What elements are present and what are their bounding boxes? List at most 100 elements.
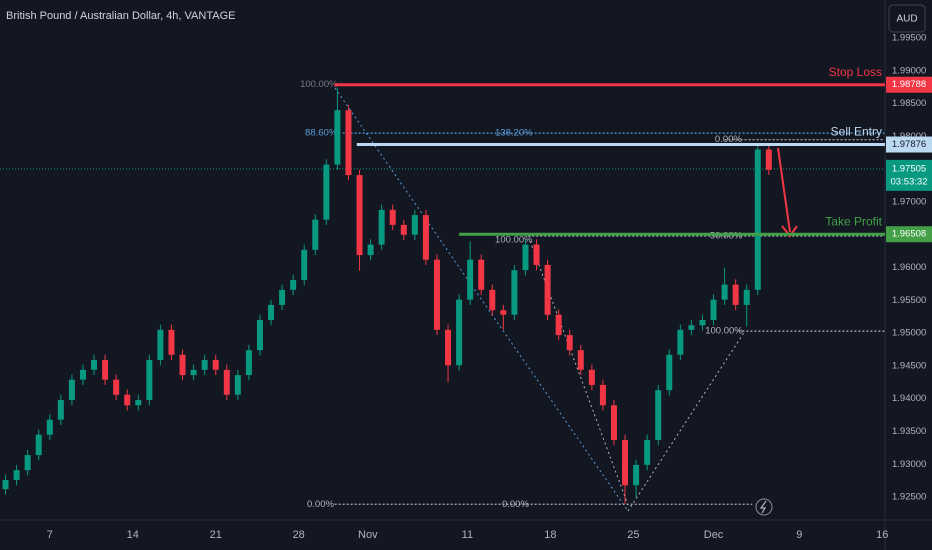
candle-body: [168, 329, 175, 355]
candle-body: [35, 434, 42, 456]
event-icon[interactable]: [755, 498, 773, 516]
candle-body: [633, 464, 640, 486]
candle-body: [478, 259, 485, 290]
candle-body: [57, 400, 64, 420]
candle-body: [721, 284, 728, 300]
fib-diagonal: [627, 330, 746, 512]
y-tick-label: 1.94000: [892, 393, 926, 404]
x-tick-label: 9: [796, 529, 802, 541]
y-tick-label: 1.97000: [892, 196, 926, 207]
candle-body: [135, 400, 142, 406]
fib-label: 0.00%: [307, 499, 334, 510]
candle-body: [13, 470, 20, 480]
candle-body: [610, 405, 617, 440]
candle-body: [256, 320, 263, 351]
candle-body: [655, 390, 662, 440]
y-tick-label: 1.94500: [892, 360, 926, 371]
x-tick-label: Dec: [704, 529, 724, 541]
arrow: [777, 147, 791, 233]
fib-label: 138.20%: [495, 128, 533, 139]
candle-body: [201, 360, 208, 370]
candle-body: [279, 289, 286, 305]
y-tick-label: 1.93500: [892, 426, 926, 437]
candle-body: [301, 249, 308, 280]
fib-label: 0.00%: [715, 134, 742, 145]
currency-button[interactable]: [888, 4, 926, 33]
candle-body: [323, 164, 330, 220]
candle-body: [190, 369, 197, 376]
candle-body: [445, 329, 452, 366]
candle-body: [102, 360, 109, 380]
candle-body: [533, 244, 540, 265]
y-tick-label: 1.99500: [892, 33, 926, 44]
arrow-head: [781, 225, 798, 238]
y-tick-label: 1.95000: [892, 328, 926, 339]
candle-body: [91, 360, 98, 370]
candle-body: [666, 354, 673, 391]
countdown: 03:53:32: [891, 176, 928, 187]
y-tick-label: 1.98000: [892, 131, 926, 142]
candle-body: [644, 440, 651, 465]
level-name: Take Profit: [825, 214, 882, 228]
candle-body: [599, 384, 606, 406]
event-icon-bolt: [759, 500, 767, 514]
plot: 100.00% 88.60% 138.20% 0.00% 100.00% 50.00% 10…: [0, 79, 885, 510]
price-tag: [886, 76, 932, 93]
x-tick-label: 21: [210, 529, 222, 541]
candle-body: [544, 264, 551, 315]
price-tag-label: 1.97876: [892, 139, 926, 150]
y-tick-label: 1.93000: [892, 459, 926, 470]
fib-label: 50.00%: [710, 231, 743, 242]
candle-body: [677, 329, 684, 355]
candle-body: [334, 110, 341, 165]
candle-body: [433, 259, 440, 330]
candle-body: [212, 360, 219, 370]
y-tick-label: 1.98500: [892, 98, 926, 109]
candle-body: [688, 325, 695, 330]
candle-body: [245, 350, 252, 376]
candle-body: [622, 440, 629, 486]
candle-body: [234, 375, 241, 395]
candle-body: [467, 259, 474, 300]
candle-body: [223, 369, 230, 395]
candle-body: [367, 244, 374, 256]
y-tick-label: 1.95500: [892, 295, 926, 306]
candle-body: [146, 360, 153, 400]
current-price-label: 1.97505: [892, 163, 926, 174]
candle-body: [2, 480, 9, 490]
candle-body: [588, 369, 595, 385]
price-tag: [886, 136, 932, 153]
x-tick-label: 18: [544, 529, 556, 541]
y-tick-label: 1.92500: [892, 492, 926, 503]
y-tick-label: 1.99000: [892, 65, 926, 76]
fib-label: 88.60%: [305, 128, 338, 139]
candle-body: [765, 149, 772, 170]
fib-label: 0.00%: [502, 499, 529, 510]
candle-body: [46, 419, 53, 435]
current-price-tag: [886, 159, 932, 191]
candle-body: [577, 350, 584, 370]
price-tag: [886, 226, 932, 243]
candle-body: [456, 299, 463, 366]
candle-body: [79, 369, 86, 380]
candle-body: [312, 219, 319, 250]
x-tick-label: 11: [462, 529, 473, 541]
fib-diagonal: [334, 87, 629, 512]
y-tick-label: 1.96000: [892, 262, 926, 273]
candle-body: [555, 314, 562, 336]
candle-body: [710, 299, 717, 320]
x-tick-label: 28: [293, 529, 305, 541]
x-tick-label: 7: [47, 529, 53, 541]
candle-body: [24, 455, 31, 471]
level-name: Sell Entry: [831, 125, 882, 139]
x-tick-label: Nov: [358, 529, 378, 541]
candle-body: [732, 284, 739, 305]
candle-body: [378, 209, 385, 245]
candle-body: [389, 209, 396, 225]
currency-button-label: AUD: [896, 14, 917, 25]
chart-title: British Pound / Australian Dollar, 4h, V…: [6, 10, 235, 22]
candle-body: [422, 215, 429, 260]
candle-body: [345, 110, 352, 176]
